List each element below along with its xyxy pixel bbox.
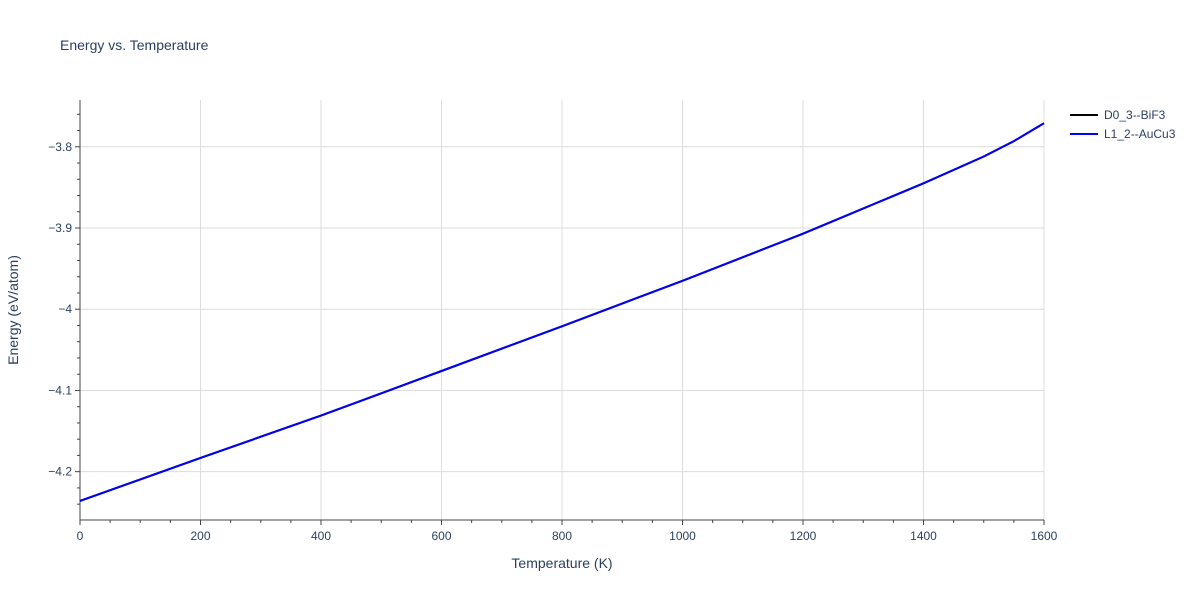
y-tick-label: −4.1: [48, 383, 72, 397]
legend[interactable]: D0_3--BiF3 L1_2--AuCu3: [1070, 108, 1176, 141]
x-tick-label: 600: [431, 529, 451, 543]
x-tick-label: 800: [552, 529, 572, 543]
axes: 0 200 400 600 800 1000 1200 1400 1600 −3.8 −3.9 −4 −…: [48, 100, 1058, 543]
legend-item[interactable]: D0_3--BiF3: [1070, 108, 1166, 122]
legend-item[interactable]: L1_2--AuCu3: [1070, 127, 1176, 141]
x-tick-label: 400: [311, 529, 331, 543]
x-tick-label: 1400: [910, 529, 937, 543]
y-tick-label: −4.2: [48, 465, 72, 479]
y-tick-label: −3.9: [48, 221, 72, 235]
grid: [80, 100, 1045, 520]
y-tick-label: −4: [58, 302, 72, 316]
x-tick-label: 1200: [790, 529, 817, 543]
y-axis-title: Energy (eV/atom): [5, 255, 21, 365]
x-tick-label: 200: [190, 529, 210, 543]
x-tick-label: 1600: [1031, 529, 1058, 543]
chart-title: Energy vs. Temperature: [60, 37, 209, 53]
series-line-2: [79, 122, 1045, 502]
x-tick-label: 0: [77, 529, 84, 543]
y-tick-label: −3.8: [48, 140, 72, 154]
legend-label: D0_3--BiF3: [1104, 108, 1166, 122]
series-lines: [79, 122, 1045, 502]
x-axis-title: Temperature (K): [511, 555, 612, 571]
legend-label: L1_2--AuCu3: [1104, 127, 1176, 141]
x-tick-label: 1000: [669, 529, 696, 543]
